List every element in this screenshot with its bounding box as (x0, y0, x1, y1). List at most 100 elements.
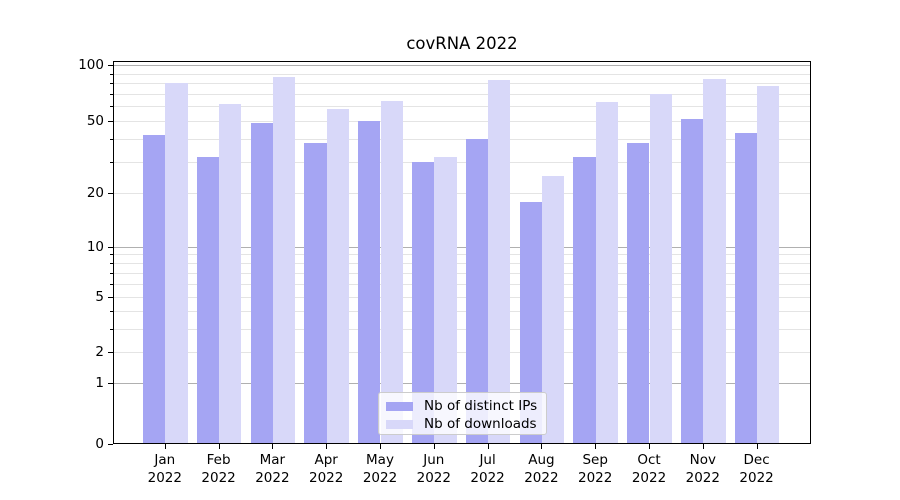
x-tick-mark (272, 444, 274, 449)
bar-distinct-ips-jan-2022 (143, 134, 166, 444)
minor-gridline (113, 311, 811, 313)
y-tick-label: 50 (86, 113, 104, 129)
bar-downloads-jan-2022 (165, 83, 188, 444)
bar-distinct-ips-apr-2022 (304, 142, 327, 444)
bar-downloads-apr-2022 (326, 109, 349, 444)
y-minor-tick-mark (110, 161, 113, 163)
major-gridline (113, 246, 811, 248)
bar-downloads-dec-2022 (757, 86, 780, 444)
x-tick-mark (326, 444, 328, 449)
y-minor-tick-mark (110, 106, 113, 108)
x-tick-label: Jan 2022 (147, 452, 182, 486)
minor-gridline (113, 121, 811, 122)
bar-distinct-ips-jul-2022 (465, 138, 489, 444)
minor-gridline (113, 193, 811, 195)
x-tick-label: Feb 2022 (201, 452, 236, 486)
x-tick-label: Sep 2022 (578, 452, 613, 486)
legend-row: Nb of downloads (386, 415, 546, 433)
bar-downloads-sep-2022 (595, 102, 618, 444)
bar-downloads-may-2022 (380, 101, 403, 444)
minor-gridline (113, 73, 811, 75)
x-tick-mark (164, 444, 166, 449)
bar-downloads-jul-2022 (488, 80, 511, 444)
y-tick-label: 10 (86, 238, 104, 255)
legend-swatch-downloads (386, 419, 413, 429)
y-tick-label: 100 (78, 57, 104, 74)
y-tick-mark (108, 193, 113, 195)
x-tick-mark (702, 444, 704, 449)
bar-distinct-ips-sep-2022 (573, 156, 596, 444)
minor-gridline (113, 351, 811, 353)
y-minor-tick-mark (110, 83, 113, 85)
minor-gridline (113, 328, 811, 330)
bar-downloads-mar-2022 (272, 77, 296, 444)
x-tick-mark (595, 444, 597, 449)
x-tick-label: Oct 2022 (631, 452, 667, 486)
bar-distinct-ips-mar-2022 (250, 122, 273, 444)
y-tick-label: 20 (86, 185, 104, 202)
bar-distinct-ips-dec-2022 (734, 133, 758, 444)
y-tick-mark (108, 246, 113, 248)
y-minor-tick-mark (110, 284, 113, 286)
y-minor-tick-mark (110, 94, 113, 96)
y-minor-tick-mark (110, 273, 113, 275)
y-tick-label: 2 (95, 343, 104, 360)
minor-gridline (113, 94, 811, 96)
x-tick-mark (487, 444, 489, 449)
minor-gridline (113, 263, 811, 265)
major-gridline (113, 383, 811, 385)
y-tick-mark (108, 65, 113, 67)
y-tick-label: 0 (95, 436, 104, 452)
y-minor-tick-mark (110, 254, 113, 256)
minor-gridline (113, 254, 811, 256)
y-tick-mark (108, 297, 113, 298)
legend-label: Nb of downloads (424, 416, 537, 432)
legend-swatch-distinct-ips (386, 401, 413, 411)
minor-gridline (113, 273, 811, 275)
x-tick-label: Dec 2022 (739, 452, 774, 486)
x-tick-label: Aug 2022 (524, 452, 559, 486)
bar-distinct-ips-aug-2022 (519, 201, 542, 444)
bar-downloads-feb-2022 (219, 103, 242, 444)
chart-title: covRNA 2022 (406, 34, 518, 53)
x-tick-label: Jul 2022 (470, 452, 505, 486)
bar-downloads-jun-2022 (434, 156, 457, 444)
x-tick-label: Jun 2022 (416, 452, 451, 486)
minor-gridline (113, 138, 811, 140)
plot-area (113, 61, 811, 444)
minor-gridline (113, 161, 811, 163)
y-minor-tick-mark (110, 138, 113, 140)
x-tick-label: Mar 2022 (255, 452, 290, 486)
x-tick-mark (649, 444, 650, 449)
y-minor-tick-mark (110, 311, 113, 313)
x-tick-label: May 2022 (362, 452, 398, 486)
minor-gridline (113, 297, 811, 298)
major-gridline (113, 65, 811, 67)
x-tick-mark (380, 444, 381, 449)
y-tick-mark (108, 444, 113, 445)
y-tick-mark (108, 121, 113, 122)
y-minor-tick-mark (110, 328, 113, 330)
bar-downloads-oct-2022 (649, 94, 672, 444)
x-tick-mark (541, 444, 543, 449)
bar-distinct-ips-jun-2022 (412, 161, 435, 444)
y-minor-tick-mark (110, 263, 113, 265)
bar-distinct-ips-oct-2022 (627, 142, 650, 444)
bar-distinct-ips-may-2022 (358, 121, 381, 444)
minor-gridline (113, 106, 811, 108)
bar-downloads-aug-2022 (541, 175, 565, 444)
x-tick-mark (433, 444, 435, 449)
bar-downloads-nov-2022 (703, 79, 726, 444)
y-tick-mark (108, 383, 113, 385)
minor-gridline (113, 284, 811, 286)
bar-distinct-ips-nov-2022 (681, 119, 704, 444)
legend-row: Nb of distinct IPs (386, 397, 546, 415)
y-tick-label: 1 (95, 375, 104, 392)
y-tick-mark (108, 351, 113, 353)
x-tick-mark (218, 444, 220, 449)
x-tick-label: Apr 2022 (309, 452, 344, 486)
x-tick-label: Nov 2022 (685, 452, 720, 486)
minor-gridline (113, 83, 811, 85)
bar-distinct-ips-feb-2022 (196, 156, 220, 444)
